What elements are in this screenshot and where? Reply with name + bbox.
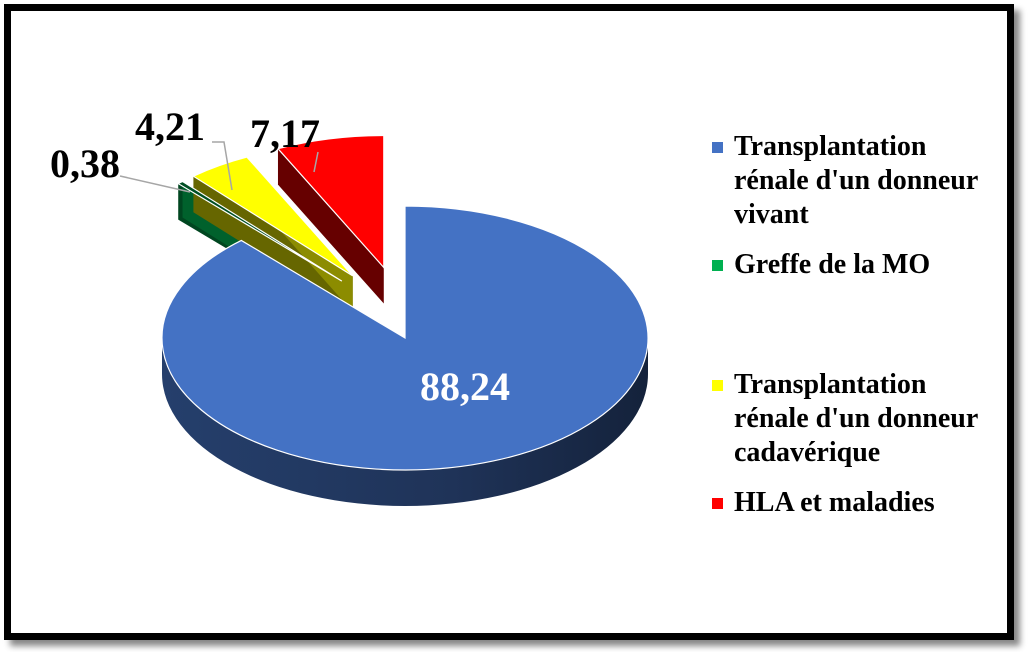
legend-label: HLA et maladies bbox=[734, 487, 935, 518]
legend-item: Greffe de la MO bbox=[712, 248, 1012, 282]
legend-label: Greffe de la MO bbox=[734, 249, 931, 280]
legend-label: Transplantation rénale d'un donneur cada… bbox=[734, 369, 978, 468]
slice-face bbox=[193, 176, 353, 312]
legend-item: HLA et maladies bbox=[712, 486, 1012, 520]
data-label: 4,21 bbox=[135, 104, 205, 149]
slice bbox=[192, 156, 354, 277]
legend-swatch bbox=[712, 260, 723, 271]
slice bbox=[176, 180, 343, 282]
data-label: 88,24 bbox=[420, 364, 510, 409]
legend-item: Transplantation rénale d'un donneur viva… bbox=[712, 130, 1012, 232]
legend-swatch bbox=[712, 498, 723, 509]
legend-label: Transplantation rénale d'un donneur viva… bbox=[734, 131, 978, 230]
leader-line bbox=[119, 175, 191, 193]
slice bbox=[276, 134, 385, 270]
legend-item: Transplantation rénale d'un donneur cada… bbox=[712, 368, 1012, 470]
legend-swatch bbox=[712, 380, 723, 391]
data-label: 0,38 bbox=[50, 141, 120, 186]
data-label: 7,17 bbox=[250, 111, 320, 156]
slice-face bbox=[277, 148, 384, 304]
leader-line bbox=[212, 141, 233, 191]
slice bbox=[161, 205, 649, 471]
slice-side bbox=[162, 338, 648, 506]
legend-swatch bbox=[712, 142, 723, 153]
leader-line bbox=[313, 151, 319, 173]
